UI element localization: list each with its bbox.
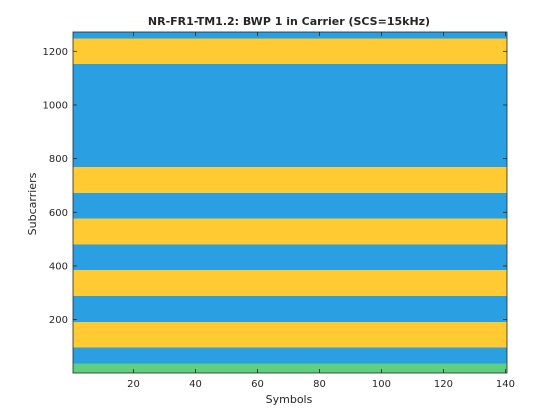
band-2 bbox=[73, 321, 507, 348]
x-tick-label: 120 bbox=[434, 379, 453, 390]
x-axis-label: Symbols bbox=[266, 393, 313, 406]
band-9 bbox=[73, 64, 507, 168]
band-0 bbox=[73, 363, 507, 373]
band-10 bbox=[73, 38, 507, 65]
y-tick-label: 1200 bbox=[43, 47, 68, 58]
band-4 bbox=[73, 270, 507, 296]
band-7 bbox=[73, 192, 507, 219]
y-tick-label: 200 bbox=[49, 315, 68, 326]
x-tick-label: 100 bbox=[372, 379, 391, 390]
y-tick-label: 400 bbox=[49, 261, 68, 272]
x-tick-label: 60 bbox=[251, 379, 264, 390]
band-6 bbox=[73, 218, 507, 245]
x-tick-label: 20 bbox=[127, 379, 140, 390]
x-axis-ticks: 20 40 60 80 100 120 140 bbox=[127, 32, 515, 390]
chart-title: NR-FR1-TM1.2: BWP 1 in Carrier (SCS=15kH… bbox=[148, 15, 430, 28]
band-11 bbox=[73, 32, 507, 39]
x-tick-label: 40 bbox=[189, 379, 202, 390]
y-axis-label: Subcarriers bbox=[26, 172, 39, 235]
x-tick-label: 80 bbox=[313, 379, 326, 390]
band-1 bbox=[73, 347, 507, 364]
y-tick-label: 600 bbox=[49, 208, 68, 219]
heatmap-bands bbox=[73, 32, 507, 373]
band-3 bbox=[73, 296, 507, 322]
y-tick-label: 800 bbox=[49, 154, 68, 165]
band-8 bbox=[73, 167, 507, 193]
band-5 bbox=[73, 244, 507, 271]
axes-frame bbox=[72, 31, 508, 374]
y-tick-label: 1000 bbox=[43, 100, 68, 111]
y-axis-ticks: 200 400 600 800 1000 1200 bbox=[43, 47, 507, 326]
x-tick-label: 140 bbox=[496, 379, 515, 390]
